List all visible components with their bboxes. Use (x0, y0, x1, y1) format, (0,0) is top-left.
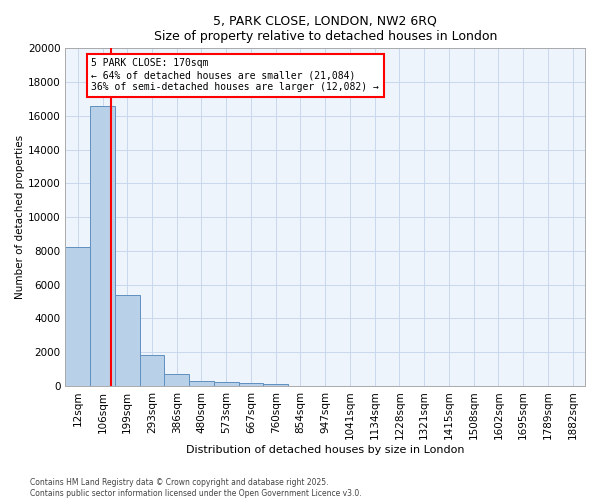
Bar (140, 354, 164, 386)
Text: Contains HM Land Registry data © Crown copyright and database right 2025.
Contai: Contains HM Land Registry data © Crown c… (30, 478, 362, 498)
Title: 5, PARK CLOSE, LONDON, NW2 6RQ
Size of property relative to detached houses in L: 5, PARK CLOSE, LONDON, NW2 6RQ Size of p… (154, 15, 497, 43)
Bar (65, 248, 90, 386)
Bar (189, 381, 214, 386)
Bar (90, 106, 115, 386)
Bar (214, 382, 239, 386)
Bar (239, 384, 263, 386)
Bar (115, 294, 140, 386)
Bar (164, 374, 189, 386)
Text: 5 PARK CLOSE: 170sqm
← 64% of detached houses are smaller (21,084)
36% of semi-d: 5 PARK CLOSE: 170sqm ← 64% of detached h… (91, 58, 379, 92)
Y-axis label: Number of detached properties: Number of detached properties (15, 135, 25, 299)
Bar (263, 384, 288, 386)
X-axis label: Distribution of detached houses by size in London: Distribution of detached houses by size … (186, 445, 464, 455)
